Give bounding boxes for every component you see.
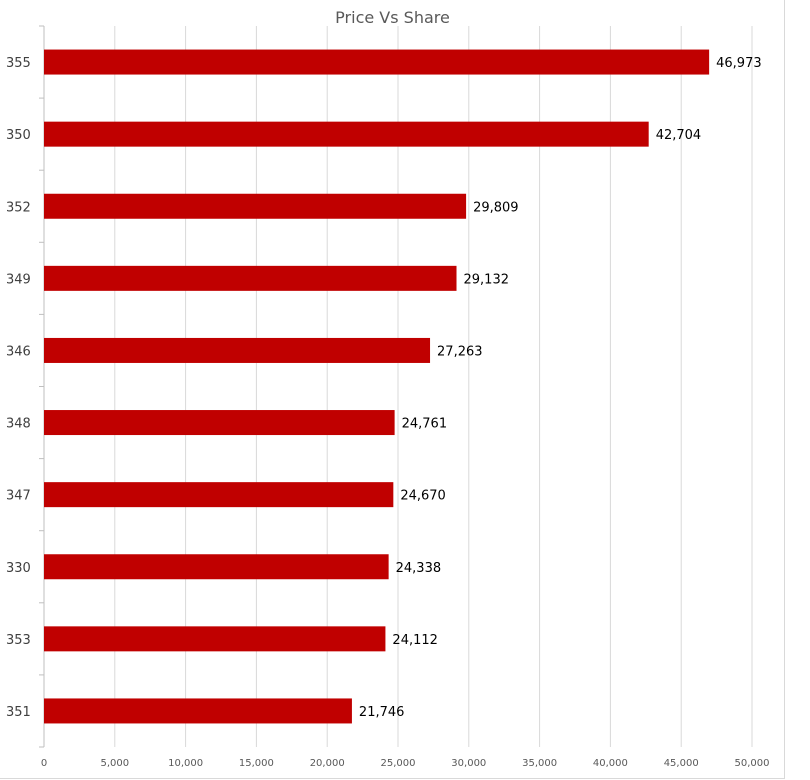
- category-label: 350: [6, 128, 31, 143]
- category-label: 355: [6, 56, 31, 71]
- category-label: 351: [6, 705, 31, 720]
- chart-area: Price Vs Share 0 5,000 10,000 15,000 20,000 2…: [0, 0, 785, 779]
- bar: [44, 121, 649, 147]
- axes: [39, 25, 45, 748]
- bar: [44, 193, 467, 219]
- x-tick-label: 5,000: [100, 758, 129, 769]
- data-label: 21,746: [359, 705, 405, 720]
- x-tick-label: 10,000: [168, 758, 203, 769]
- bars: [44, 49, 710, 724]
- category-label: 347: [6, 489, 31, 504]
- x-tick-label: 0: [41, 758, 47, 769]
- x-tick-label: 30,000: [451, 758, 486, 769]
- data-label: 24,338: [396, 561, 442, 576]
- x-tick-label: 20,000: [310, 758, 345, 769]
- category-label: 349: [6, 272, 31, 287]
- bar: [44, 698, 352, 724]
- x-tick-label: 25,000: [381, 758, 416, 769]
- x-tick-label: 35,000: [522, 758, 557, 769]
- category-label: 353: [6, 633, 31, 648]
- data-label: 24,761: [402, 417, 448, 432]
- data-label: 29,809: [473, 200, 519, 215]
- data-label: 46,973: [716, 56, 762, 71]
- bar: [44, 554, 389, 580]
- bar: [44, 265, 457, 291]
- x-tick-label: 40,000: [593, 758, 628, 769]
- x-tick-label: 45,000: [664, 758, 699, 769]
- bar: [44, 482, 394, 508]
- category-label: 330: [6, 561, 31, 576]
- bar: [44, 337, 431, 363]
- data-label: 27,263: [437, 344, 483, 359]
- bar-chart: 0 5,000 10,000 15,000 20,000 25,000 30,000 35,0…: [6, 25, 770, 769]
- bar: [44, 626, 386, 652]
- data-label: 42,704: [656, 128, 702, 143]
- data-label: 24,670: [400, 489, 446, 504]
- bar: [44, 410, 395, 436]
- data-label: 29,132: [464, 272, 510, 287]
- category-label: 348: [6, 417, 31, 432]
- x-tick-label: 50,000: [735, 758, 770, 769]
- x-tick-label: 15,000: [239, 758, 274, 769]
- category-label: 346: [6, 344, 31, 359]
- labels: 0 5,000 10,000 15,000 20,000 25,000 30,000 35,0…: [6, 56, 770, 769]
- bar: [44, 49, 710, 75]
- category-label: 352: [6, 200, 31, 215]
- chart-title: Price Vs Share: [335, 8, 450, 27]
- data-label: 24,112: [392, 633, 438, 648]
